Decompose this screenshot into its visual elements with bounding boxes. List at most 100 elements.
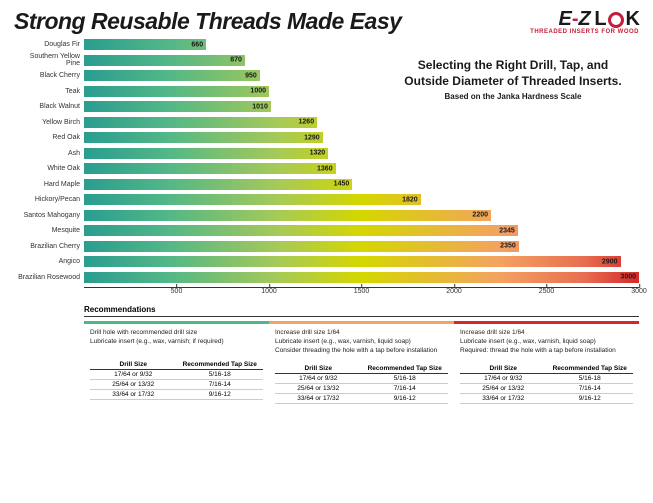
- bar: 1260: [84, 117, 317, 128]
- subtitle: Selecting the Right Drill, Tap, and Outs…: [403, 57, 623, 101]
- cell-drill: 33/64 or 17/32: [460, 395, 547, 402]
- bar: 1320: [84, 148, 328, 159]
- bar: 950: [84, 70, 260, 81]
- cell-tap: 9/16-12: [362, 395, 449, 402]
- bar: 2200: [84, 210, 491, 221]
- cell-tap: 7/16-14: [362, 385, 449, 392]
- table-header-tap: Recommended Tap Size: [362, 365, 449, 372]
- table-header: Drill SizeRecommended Tap Size: [90, 361, 263, 370]
- bar: 1010: [84, 101, 271, 112]
- cell-tap: 7/16-14: [547, 385, 634, 392]
- bar-track: 1260: [84, 117, 639, 128]
- recommendation-line: Lubricate insert (e.g., wax, varnish, li…: [460, 337, 633, 346]
- chart-row: Brazilian Cherry2350: [14, 239, 639, 255]
- chart-row: Mesquite 2345: [14, 223, 639, 239]
- chart-row: Yellow Birch1260: [14, 115, 639, 131]
- drill-tap-table: Drill SizeRecommended Tap Size17/64 or 9…: [84, 361, 269, 400]
- recommendation-line: Required: thread the hole with a tap bef…: [460, 346, 633, 355]
- cell-tap: 5/16-18: [177, 371, 264, 378]
- logo-ring-icon: [608, 12, 624, 28]
- chart-row: Hard Maple1450: [14, 177, 639, 193]
- bar: 1360: [84, 163, 336, 174]
- recommendation-line: Lubricate insert (e.g., wax, varnish, li…: [275, 337, 448, 346]
- bar-label: Douglas Fir: [14, 41, 84, 48]
- bar: 3000: [84, 272, 639, 283]
- bar-track: 1450: [84, 179, 639, 190]
- cell-drill: 33/64 or 17/32: [275, 395, 362, 402]
- table-row: 33/64 or 17/329/16-12: [275, 394, 448, 404]
- bar-value: 1820: [402, 196, 418, 203]
- bar: 2350: [84, 241, 519, 252]
- recommendation-line: Lubricate insert (e.g., wax, varnish; if…: [90, 337, 263, 346]
- logo-hyphen: -: [572, 8, 578, 31]
- bar-value: 1450: [334, 181, 350, 188]
- bar: 2900: [84, 256, 621, 267]
- chart-row: White Oak1360: [14, 161, 639, 177]
- bar-label: Angico: [14, 258, 84, 265]
- recommendations-heading: Recommendations: [84, 305, 639, 317]
- table-header: Drill SizeRecommended Tap Size: [460, 365, 633, 374]
- bar-label: Hickory/Pecan: [14, 196, 84, 203]
- cell-drill: 33/64 or 17/32: [90, 391, 177, 398]
- axis-tick: 1500: [354, 288, 370, 295]
- recommendation-line: Increase drill size 1/64: [460, 328, 633, 337]
- cell-drill: 25/64 or 13/32: [90, 381, 177, 388]
- recommendation-line: Drill hole with recommended drill size: [90, 328, 263, 337]
- bar-value: 950: [245, 72, 257, 79]
- bar-track: 3000: [84, 272, 639, 283]
- logo: E - Z L K THREADED INSERTS FOR WOOD: [530, 8, 639, 35]
- page-title: Strong Reusable Threads Made Easy: [14, 8, 401, 35]
- recommendation-column: Drill hole with recommended drill sizeLu…: [84, 321, 269, 404]
- recommendation-column: Increase drill size 1/64Lubricate insert…: [269, 321, 454, 404]
- bar-label: Black Walnut: [14, 103, 84, 110]
- bar: 1450: [84, 179, 352, 190]
- header: Strong Reusable Threads Made Easy E - Z …: [0, 0, 653, 37]
- table-header-drill: Drill Size: [275, 365, 362, 372]
- bar-value: 2345: [499, 227, 515, 234]
- table-header-drill: Drill Size: [460, 365, 547, 372]
- table-header-drill: Drill Size: [90, 361, 177, 368]
- table-row: 25/64 or 13/327/16-14: [90, 380, 263, 390]
- chart-row: Santos Mahogany2200: [14, 208, 639, 224]
- drill-tap-table: Drill SizeRecommended Tap Size17/64 or 9…: [454, 365, 639, 404]
- bar-label: Southern Yellow Pine: [14, 53, 84, 67]
- bar-label: Mesquite: [14, 227, 84, 234]
- bar-track: 1360: [84, 163, 639, 174]
- logo-l: L: [594, 8, 605, 31]
- axis-tick: 2000: [446, 288, 462, 295]
- recommendation-line: Consider threading the hole with a tap b…: [275, 346, 448, 355]
- recommendation-text: Increase drill size 1/64Lubricate insert…: [269, 321, 454, 359]
- table-row: 17/64 or 9/325/16-18: [460, 374, 633, 384]
- logo-letter-z: Z: [579, 8, 590, 31]
- bar-track: 2900: [84, 256, 639, 267]
- bar-track: 1290: [84, 132, 639, 143]
- bar-value: 1000: [250, 88, 266, 95]
- recommendation-columns: Drill hole with recommended drill sizeLu…: [84, 321, 639, 404]
- bar-track: 1010: [84, 101, 639, 112]
- chart-area: Selecting the Right Drill, Tap, and Outs…: [0, 37, 653, 301]
- bar-track: 2345: [84, 225, 639, 236]
- table-row: 25/64 or 13/327/16-14: [460, 384, 633, 394]
- chart-row: Brazilian Rosewood3000: [14, 270, 639, 286]
- chart-row: Hickory/Pecan 1820: [14, 192, 639, 208]
- cell-drill: 17/64 or 9/32: [275, 375, 362, 382]
- chart-row: Angico 2900: [14, 254, 639, 270]
- logo-k: K: [626, 8, 639, 31]
- bar-track: 1320: [84, 148, 639, 159]
- bar-label: Black Cherry: [14, 72, 84, 79]
- drill-tap-table: Drill SizeRecommended Tap Size17/64 or 9…: [269, 365, 454, 404]
- bar: 870: [84, 55, 245, 66]
- axis-tick: 1000: [261, 288, 277, 295]
- bar-label: Red Oak: [14, 134, 84, 141]
- table-row: 17/64 or 9/325/16-18: [275, 374, 448, 384]
- table-header-tap: Recommended Tap Size: [547, 365, 634, 372]
- chart-row: Ash1320: [14, 146, 639, 162]
- table-row: 33/64 or 17/329/16-12: [90, 390, 263, 400]
- bar-value: 2900: [602, 258, 618, 265]
- recommendation-text: Increase drill size 1/64Lubricate insert…: [454, 321, 639, 359]
- bar-value: 1360: [317, 165, 333, 172]
- logo-tagline: THREADED INSERTS FOR WOOD: [530, 29, 639, 35]
- axis-tick: 3000: [631, 288, 647, 295]
- recommendation-line: Increase drill size 1/64: [275, 328, 448, 337]
- table-row: 33/64 or 17/329/16-12: [460, 394, 633, 404]
